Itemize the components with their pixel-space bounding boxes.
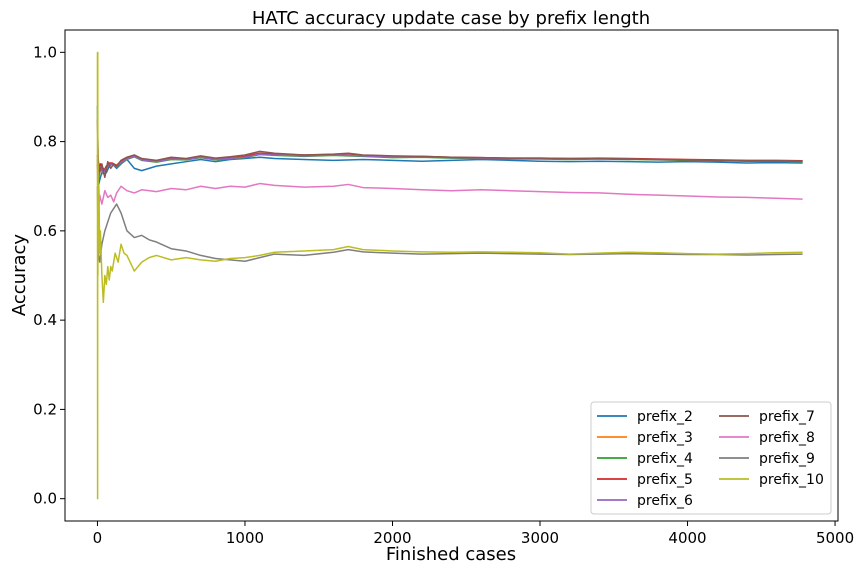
x-tick-label: 1000	[226, 529, 264, 547]
y-tick-label: 0.6	[33, 222, 57, 240]
legend: prefix_2 prefix_3 prefix_4 prefix_5 prefix_6…	[590, 401, 832, 515]
x-tick-label: 4000	[668, 529, 706, 547]
legend-label: prefix_6	[637, 493, 693, 509]
y-axis-ticks: 0.0 0.2 0.4 0.6 0.8 1.0	[33, 43, 65, 508]
plot-lines	[96, 51, 803, 500]
legend-label: prefix_3	[637, 430, 693, 446]
legend-label: prefix_10	[759, 472, 824, 488]
y-axis-label: Accuracy	[9, 234, 30, 317]
y-tick-label: 1.0	[33, 43, 57, 61]
y-tick-label: 0.0	[33, 490, 57, 508]
series-line-prefix_9	[96, 186, 803, 263]
legend-label: prefix_7	[759, 409, 815, 425]
x-axis-ticks: 0 1000 2000 3000 4000 5000	[93, 521, 854, 547]
chart-title: HATC accuracy update case by prefix leng…	[252, 8, 650, 29]
x-tick-label: 3000	[521, 529, 559, 547]
series-line-prefix_10	[96, 51, 803, 500]
x-tick-label: 2000	[373, 529, 411, 547]
x-tick-label: 5000	[816, 529, 854, 547]
x-tick-label: 0	[93, 529, 103, 547]
legend-box	[590, 401, 832, 515]
x-axis-label: Finished cases	[386, 544, 516, 565]
y-tick-label: 0.2	[33, 400, 57, 418]
legend-label: prefix_9	[759, 451, 815, 467]
legend-label: prefix_5	[637, 472, 693, 488]
y-tick-label: 0.4	[33, 311, 57, 329]
series-line-prefix_8	[96, 163, 803, 214]
y-tick-label: 0.8	[33, 133, 57, 151]
legend-label: prefix_4	[637, 451, 693, 467]
plot-frame	[64, 29, 839, 522]
series-line-prefix_7	[96, 119, 803, 179]
legend-label: prefix_2	[637, 409, 693, 425]
legend-label: prefix_8	[759, 430, 815, 446]
